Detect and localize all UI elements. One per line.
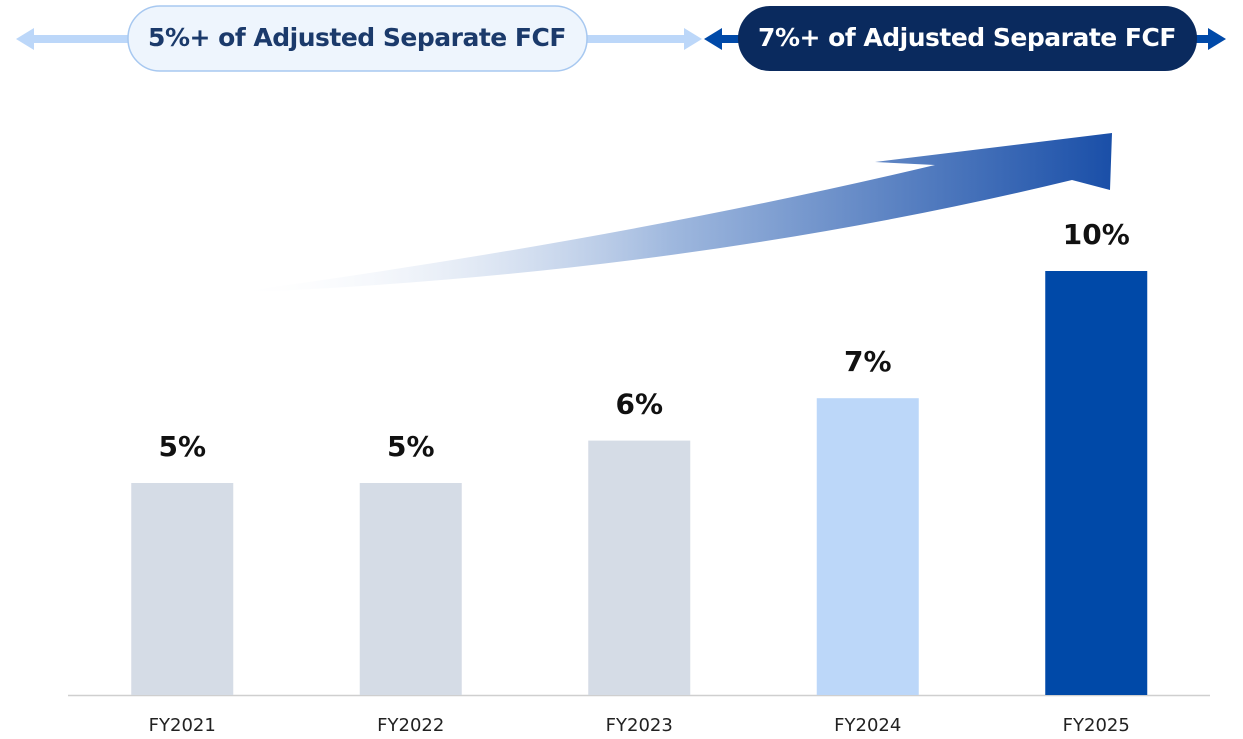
x-tick-label: FY2023	[606, 715, 673, 736]
x-tick-label: FY2025	[1063, 715, 1130, 736]
bar	[1045, 271, 1148, 695]
bar	[131, 483, 234, 695]
right-banner-text: 7%+ of Adjusted Separate FCF	[758, 23, 1176, 52]
bar	[359, 483, 462, 695]
x-tick-label: FY2021	[149, 715, 216, 736]
left-banner	[127, 5, 588, 72]
x-tick-label: FY2022	[377, 715, 444, 736]
bar	[816, 398, 919, 695]
growth-arrow	[230, 133, 1112, 293]
value-label: 6%	[615, 388, 663, 421]
left-banner-text: 5%+ of Adjusted Separate FCF	[148, 23, 566, 52]
right-banner	[738, 6, 1197, 71]
value-label: 5%	[158, 430, 206, 463]
value-label: 10%	[1063, 218, 1130, 251]
value-label: 5%	[387, 430, 435, 463]
value-label: 7%	[844, 345, 892, 378]
bar	[588, 440, 691, 695]
x-tick-label: FY2024	[834, 715, 901, 736]
